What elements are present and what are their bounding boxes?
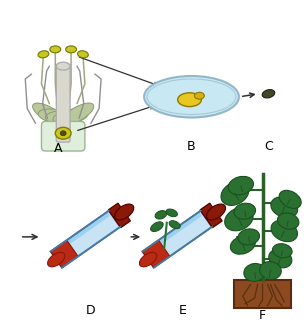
Ellipse shape — [230, 235, 255, 254]
Ellipse shape — [271, 197, 298, 218]
Ellipse shape — [234, 203, 256, 219]
Ellipse shape — [151, 222, 163, 232]
Ellipse shape — [166, 209, 178, 217]
Ellipse shape — [278, 213, 299, 229]
Ellipse shape — [38, 109, 73, 124]
Ellipse shape — [262, 89, 275, 98]
Ellipse shape — [144, 76, 239, 118]
Ellipse shape — [53, 109, 88, 124]
Ellipse shape — [38, 51, 49, 58]
Ellipse shape — [66, 46, 77, 53]
Ellipse shape — [62, 103, 94, 124]
Ellipse shape — [139, 252, 157, 267]
Polygon shape — [53, 213, 110, 255]
Ellipse shape — [206, 204, 225, 220]
Ellipse shape — [48, 252, 65, 267]
Ellipse shape — [60, 131, 66, 136]
Ellipse shape — [238, 229, 260, 245]
FancyBboxPatch shape — [41, 121, 85, 151]
FancyBboxPatch shape — [234, 280, 291, 308]
Ellipse shape — [178, 93, 201, 107]
Ellipse shape — [228, 176, 253, 195]
Polygon shape — [145, 213, 202, 255]
Text: D: D — [86, 304, 96, 318]
Ellipse shape — [269, 249, 292, 268]
Ellipse shape — [145, 77, 240, 119]
Polygon shape — [200, 203, 222, 228]
Ellipse shape — [50, 46, 61, 53]
Ellipse shape — [45, 111, 81, 124]
Ellipse shape — [155, 211, 167, 219]
Ellipse shape — [225, 207, 253, 231]
Text: A: A — [54, 141, 63, 154]
Text: E: E — [179, 304, 187, 318]
Text: B: B — [187, 140, 196, 152]
Ellipse shape — [77, 51, 88, 58]
Text: C: C — [264, 140, 273, 152]
Ellipse shape — [271, 220, 297, 242]
Ellipse shape — [244, 264, 265, 281]
Ellipse shape — [195, 92, 204, 99]
Ellipse shape — [55, 127, 71, 139]
Ellipse shape — [115, 204, 134, 220]
Polygon shape — [108, 203, 131, 228]
Ellipse shape — [33, 103, 64, 124]
Ellipse shape — [260, 262, 281, 279]
Polygon shape — [142, 240, 170, 268]
Polygon shape — [51, 211, 120, 268]
Ellipse shape — [221, 182, 249, 205]
Ellipse shape — [56, 62, 70, 70]
Text: F: F — [259, 309, 266, 322]
Ellipse shape — [169, 221, 180, 229]
Ellipse shape — [279, 190, 301, 208]
Polygon shape — [51, 240, 78, 268]
Ellipse shape — [272, 244, 292, 258]
FancyBboxPatch shape — [56, 64, 70, 142]
Polygon shape — [142, 211, 212, 268]
